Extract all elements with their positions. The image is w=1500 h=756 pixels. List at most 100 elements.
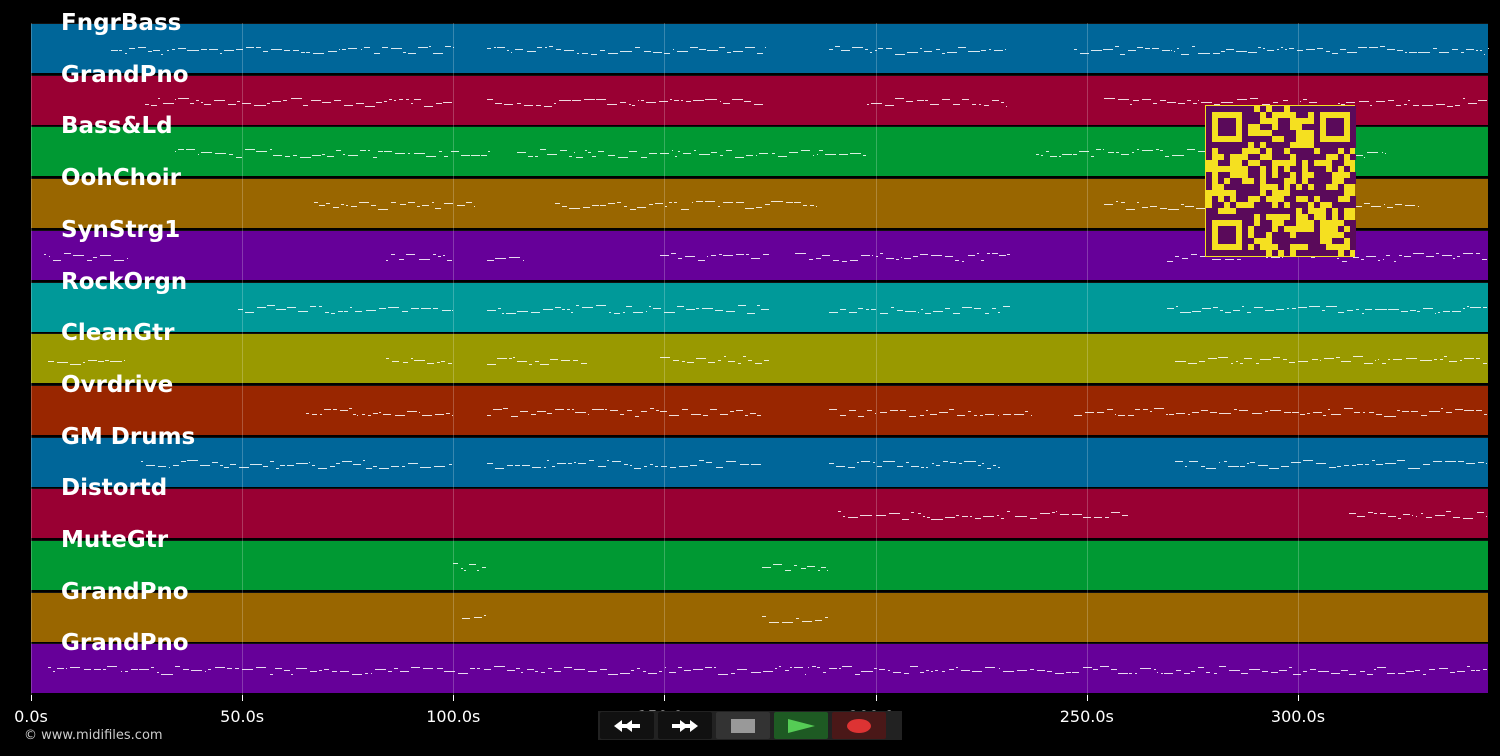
note [773, 564, 783, 565]
note [745, 47, 756, 48]
note [643, 671, 647, 673]
note [408, 462, 419, 464]
note [1293, 674, 1301, 676]
note [984, 104, 990, 106]
note [634, 415, 640, 417]
note [869, 52, 872, 53]
note [343, 154, 345, 156]
track-lane[interactable] [31, 540, 1488, 590]
note [1080, 53, 1090, 54]
note [1199, 255, 1210, 257]
note [1116, 201, 1119, 203]
note [1403, 103, 1407, 105]
note [875, 515, 886, 517]
rewind-button[interactable] [600, 712, 654, 739]
note [829, 311, 838, 313]
note [157, 97, 161, 99]
note [1002, 305, 1010, 307]
note [1277, 49, 1280, 50]
note [1475, 409, 1483, 411]
note [1454, 408, 1463, 410]
play-button[interactable] [774, 712, 828, 739]
note [263, 465, 268, 467]
note [746, 155, 753, 157]
note [896, 309, 904, 311]
gridline [664, 23, 666, 695]
note [600, 669, 607, 671]
note [1095, 149, 1102, 151]
note [344, 310, 348, 312]
note [1093, 669, 1098, 671]
track-lane[interactable] [31, 591, 1488, 642]
note [1145, 48, 1150, 49]
note [637, 668, 640, 670]
track-lane[interactable] [31, 384, 1488, 435]
note [1190, 253, 1198, 255]
note [1220, 51, 1226, 52]
track-lane[interactable] [31, 281, 1488, 332]
note [786, 202, 793, 204]
note [1385, 462, 1397, 464]
note [970, 516, 973, 518]
gridline [1086, 23, 1088, 695]
note [366, 467, 372, 469]
note [997, 414, 1000, 416]
note [976, 252, 979, 254]
note [1351, 464, 1356, 466]
note [691, 202, 694, 204]
note [1476, 358, 1481, 360]
note [863, 155, 867, 157]
note [685, 308, 696, 310]
note [47, 667, 52, 669]
note [378, 151, 383, 153]
note [1438, 311, 1441, 313]
stop-button[interactable] [716, 712, 770, 739]
note [351, 674, 363, 676]
note [1288, 667, 1293, 669]
track-lane[interactable] [31, 333, 1488, 384]
note [664, 53, 670, 54]
note [861, 254, 870, 256]
note [1096, 411, 1104, 413]
note [941, 98, 951, 100]
note [1462, 307, 1465, 309]
note [967, 254, 975, 256]
note [391, 48, 402, 49]
note [431, 202, 435, 204]
note [301, 52, 305, 53]
track-lane[interactable] [31, 436, 1488, 487]
note [1447, 105, 1454, 107]
note [1187, 99, 1191, 101]
fast-forward-button[interactable] [658, 712, 712, 739]
note [1030, 669, 1035, 671]
record-button[interactable] [832, 712, 886, 739]
note [620, 101, 627, 103]
note [1369, 47, 1379, 48]
note [1442, 254, 1452, 256]
note [911, 465, 920, 467]
note [829, 49, 833, 50]
note [685, 100, 691, 102]
note [1249, 461, 1256, 463]
note [828, 668, 838, 670]
note [1303, 98, 1308, 100]
note [1420, 513, 1423, 515]
note [348, 48, 358, 49]
note [596, 98, 606, 100]
note [978, 103, 981, 105]
track-lane[interactable] [31, 488, 1488, 539]
note [1212, 306, 1218, 308]
track-lane[interactable] [31, 23, 1489, 73]
note [637, 207, 646, 209]
note [1359, 671, 1366, 673]
note [1365, 308, 1373, 310]
track-lane[interactable] [31, 643, 1488, 694]
note [696, 358, 707, 360]
note [303, 104, 308, 106]
note [617, 202, 622, 204]
note [631, 670, 635, 672]
note [788, 152, 799, 154]
note [654, 465, 658, 467]
note [400, 671, 409, 673]
note [402, 362, 408, 364]
